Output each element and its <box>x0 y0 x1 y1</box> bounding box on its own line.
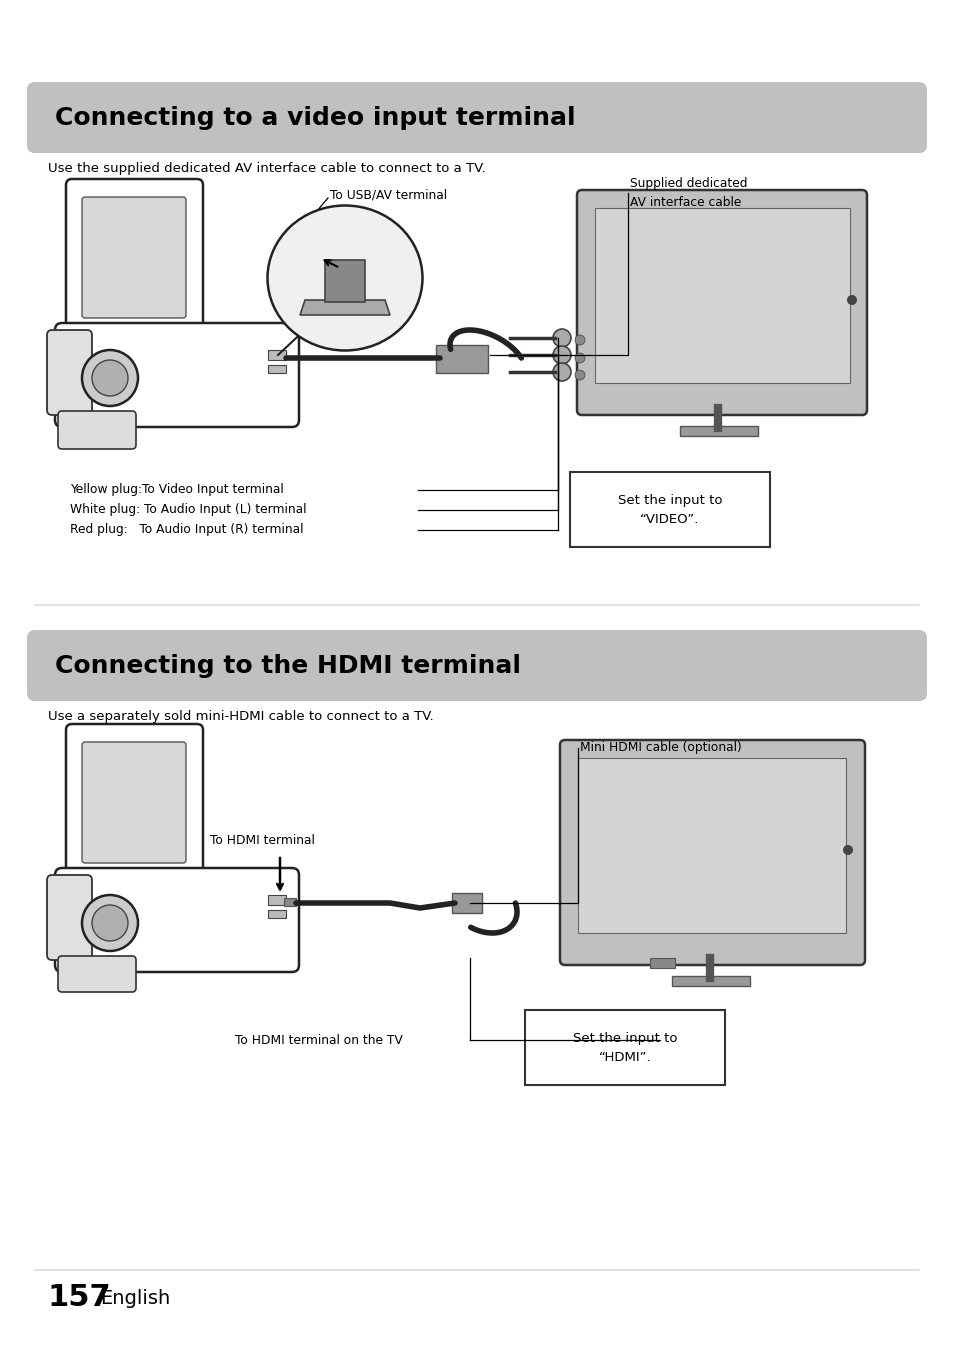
Circle shape <box>91 905 128 942</box>
Circle shape <box>91 360 128 395</box>
FancyBboxPatch shape <box>27 629 926 701</box>
FancyBboxPatch shape <box>55 323 298 426</box>
Bar <box>268 894 286 905</box>
Text: Red plug:   To Audio Input (R) terminal: Red plug: To Audio Input (R) terminal <box>70 523 303 537</box>
Text: English: English <box>100 1289 170 1307</box>
FancyBboxPatch shape <box>47 876 91 960</box>
Bar <box>452 893 481 913</box>
Text: To USB/AV terminal: To USB/AV terminal <box>330 188 447 202</box>
FancyBboxPatch shape <box>66 179 203 336</box>
FancyBboxPatch shape <box>27 82 926 153</box>
Text: Mini HDMI cable (optional): Mini HDMI cable (optional) <box>579 741 741 755</box>
Text: White plug: To Audio Input (L) terminal: White plug: To Audio Input (L) terminal <box>70 503 306 516</box>
Circle shape <box>82 894 138 951</box>
Circle shape <box>575 335 584 346</box>
Bar <box>578 759 845 933</box>
Text: To HDMI terminal on the TV: To HDMI terminal on the TV <box>234 1033 402 1046</box>
Circle shape <box>553 363 571 381</box>
Bar <box>679 426 758 436</box>
FancyBboxPatch shape <box>58 412 136 449</box>
Text: Use a separately sold mini-HDMI cable to connect to a TV.: Use a separately sold mini-HDMI cable to… <box>48 710 434 724</box>
Text: To HDMI terminal: To HDMI terminal <box>210 834 314 846</box>
Polygon shape <box>299 300 390 315</box>
FancyBboxPatch shape <box>47 330 91 416</box>
Text: Supplied dedicated
AV interface cable: Supplied dedicated AV interface cable <box>629 178 747 208</box>
Text: Connecting to a video input terminal: Connecting to a video input terminal <box>55 105 575 129</box>
FancyBboxPatch shape <box>82 742 186 863</box>
Circle shape <box>846 295 856 305</box>
FancyBboxPatch shape <box>559 740 864 964</box>
Bar <box>284 898 295 907</box>
Circle shape <box>575 370 584 381</box>
Bar <box>595 208 849 383</box>
Bar <box>649 958 675 968</box>
Circle shape <box>553 330 571 347</box>
Text: 157: 157 <box>48 1283 112 1313</box>
Bar <box>325 260 365 303</box>
FancyBboxPatch shape <box>66 724 203 881</box>
Text: Connecting to the HDMI terminal: Connecting to the HDMI terminal <box>55 654 520 678</box>
Bar <box>671 976 749 986</box>
FancyBboxPatch shape <box>58 956 136 993</box>
Circle shape <box>82 350 138 406</box>
Bar <box>268 350 286 360</box>
Text: Set the input to
“VIDEO”.: Set the input to “VIDEO”. <box>618 494 721 526</box>
Text: Yellow plug:To Video Input terminal: Yellow plug:To Video Input terminal <box>70 483 283 496</box>
FancyBboxPatch shape <box>55 868 298 972</box>
Bar <box>436 346 488 373</box>
Circle shape <box>575 352 584 363</box>
Bar <box>524 1010 724 1085</box>
FancyBboxPatch shape <box>577 190 866 416</box>
Circle shape <box>842 845 852 855</box>
Circle shape <box>553 346 571 364</box>
Bar <box>569 472 769 547</box>
Bar <box>268 911 286 919</box>
Text: Use the supplied dedicated AV interface cable to connect to a TV.: Use the supplied dedicated AV interface … <box>48 161 485 175</box>
Ellipse shape <box>267 206 422 351</box>
FancyBboxPatch shape <box>82 196 186 317</box>
Bar <box>268 364 286 373</box>
Text: Set the input to
“HDMI”.: Set the input to “HDMI”. <box>572 1032 677 1064</box>
